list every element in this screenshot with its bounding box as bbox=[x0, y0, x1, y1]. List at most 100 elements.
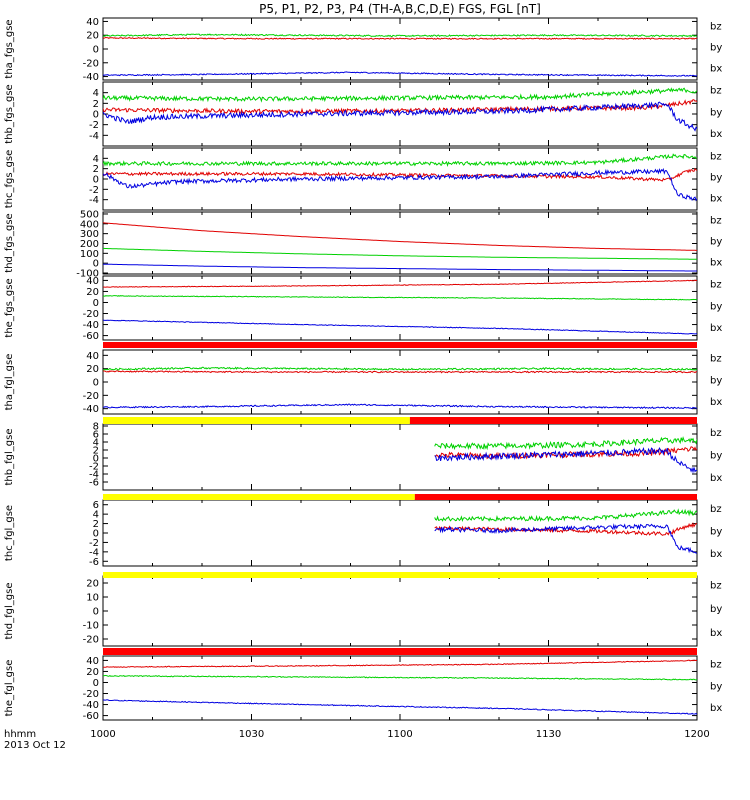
series-bz bbox=[103, 36, 697, 40]
component-label-by: by bbox=[710, 681, 722, 692]
status-bar-segment bbox=[103, 342, 697, 348]
y-tick-label: 4 bbox=[93, 154, 99, 165]
y-tick-label: -20 bbox=[83, 635, 99, 646]
status-bar-segment bbox=[103, 417, 410, 424]
series-bx bbox=[103, 101, 697, 132]
status-bar-segment bbox=[103, 648, 697, 655]
y-tick-label: 20 bbox=[86, 579, 99, 590]
y-tick-label: 40 bbox=[86, 656, 99, 667]
component-label-by: by bbox=[710, 526, 722, 537]
series-by bbox=[103, 33, 697, 38]
series-by bbox=[103, 87, 697, 103]
component-label-bx: bx bbox=[710, 129, 722, 140]
y-tick-label: 0 bbox=[93, 678, 99, 689]
y-tick-label: 6 bbox=[93, 500, 99, 511]
y-axis-label: the_fgl_gse bbox=[4, 660, 15, 717]
y-tick-label: -60 bbox=[83, 331, 99, 342]
y-tick-label: 10 bbox=[86, 593, 99, 604]
panel-tha_fgl_gse: 40 20 0 -20 -40 tha_fgl_gse bz by bx bbox=[4, 349, 722, 415]
component-label-bz: bz bbox=[710, 580, 722, 591]
component-label-bz: bz bbox=[710, 660, 722, 671]
series-bx bbox=[103, 319, 697, 335]
component-label-by: by bbox=[710, 107, 722, 118]
y-tick-label: 0 bbox=[93, 607, 99, 618]
series-bx bbox=[103, 699, 697, 715]
y-tick-label: -40 bbox=[83, 404, 99, 415]
x-tick-label: 1130 bbox=[536, 729, 561, 740]
x-tick-label: 1100 bbox=[387, 729, 412, 740]
panel-frame bbox=[102, 147, 698, 211]
y-tick-label: 0 bbox=[93, 378, 99, 389]
component-label-bz: bz bbox=[710, 21, 722, 32]
series-by bbox=[103, 674, 697, 681]
component-label-bz: bz bbox=[710, 354, 722, 365]
component-label-bx: bx bbox=[710, 549, 722, 560]
panel-frame bbox=[102, 423, 698, 491]
y-axis-label: the_fgs_gse bbox=[4, 278, 15, 337]
panel-thc_fgs_gse: 420-2-4 thc_fgs_gse bz by bx bbox=[4, 147, 722, 211]
y-tick-label: -4 bbox=[89, 131, 99, 142]
component-label-by: by bbox=[710, 173, 722, 184]
series-bx bbox=[103, 263, 697, 272]
y-axis-label: thc_fgl_gse bbox=[4, 505, 15, 561]
status-bar-segment bbox=[409, 417, 697, 424]
component-label-bz: bz bbox=[710, 215, 722, 226]
status-bar-segment bbox=[103, 494, 415, 500]
y-tick-label: 100 bbox=[80, 249, 99, 260]
x-tick-label: 1000 bbox=[90, 729, 115, 740]
series-bx bbox=[103, 71, 697, 77]
component-label-by: by bbox=[710, 301, 722, 312]
y-axis-label: tha_fgs_gse bbox=[4, 19, 15, 78]
series-bz bbox=[103, 222, 697, 251]
component-label-bx: bx bbox=[710, 194, 722, 205]
y-tick-label: -40 bbox=[83, 72, 99, 83]
y-tick-label: -40 bbox=[83, 700, 99, 711]
y-tick-label: 0 bbox=[93, 45, 99, 56]
y-tick-label: 20 bbox=[86, 287, 99, 298]
chart-title: P5, P1, P2, P3, P4 (TH-A,B,C,D,E) FGS, F… bbox=[259, 2, 541, 16]
y-tick-label: 400 bbox=[80, 219, 99, 230]
component-label-by: by bbox=[710, 237, 722, 248]
panel-frame bbox=[102, 17, 698, 81]
y-tick-label: 40 bbox=[86, 276, 99, 287]
series-bx bbox=[103, 167, 697, 202]
y-tick-label: -4 bbox=[89, 470, 99, 481]
y-tick-label: 0 bbox=[93, 454, 99, 465]
panel-frame bbox=[102, 575, 698, 647]
y-tick-label: -40 bbox=[83, 320, 99, 331]
time-axis-label-hhmm: hhmm bbox=[4, 729, 36, 740]
time-axis: 1000 1030 1100 1130 1200 bbox=[90, 729, 709, 740]
y-axis-label: thd_fgl_gse bbox=[4, 583, 15, 640]
x-tick-label: 1200 bbox=[684, 729, 709, 740]
y-tick-label: 4 bbox=[93, 510, 99, 521]
y-tick-label: 8 bbox=[93, 422, 99, 433]
component-label-by: by bbox=[710, 604, 722, 615]
y-tick-label: -2 bbox=[89, 120, 99, 131]
y-tick-label: -20 bbox=[83, 58, 99, 69]
component-label-by: by bbox=[710, 450, 722, 461]
y-tick-label: 6 bbox=[93, 430, 99, 441]
component-label-bz: bz bbox=[710, 280, 722, 291]
series-by bbox=[434, 436, 697, 451]
series-by bbox=[103, 294, 697, 301]
y-tick-label: 40 bbox=[86, 351, 99, 362]
series-bz bbox=[103, 279, 697, 288]
y-tick-label: -2 bbox=[89, 462, 99, 473]
y-tick-label: 4 bbox=[93, 438, 99, 449]
series-bz bbox=[103, 370, 697, 374]
y-tick-label: -10 bbox=[83, 621, 99, 632]
y-tick-label: -100 bbox=[76, 269, 99, 280]
component-label-bx: bx bbox=[710, 64, 722, 75]
panel-thb_fgs_gse: 420-2-4 thb_fgs_gse bz by bx bbox=[4, 81, 722, 147]
component-label-bx: bx bbox=[710, 258, 722, 269]
y-tick-label: -6 bbox=[89, 557, 99, 568]
series-bx bbox=[434, 523, 697, 554]
y-tick-label: 2 bbox=[93, 164, 99, 175]
y-axis-label: tha_fgl_gse bbox=[4, 354, 15, 411]
y-tick-label: -4 bbox=[89, 547, 99, 558]
